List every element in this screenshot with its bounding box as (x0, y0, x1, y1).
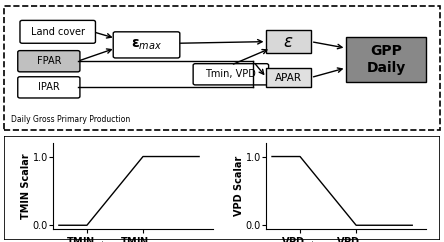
FancyBboxPatch shape (113, 32, 180, 58)
Text: Land cover: Land cover (31, 27, 85, 37)
FancyBboxPatch shape (193, 64, 269, 85)
Bar (266, 68, 311, 87)
Bar (266, 30, 311, 53)
Text: FPAR: FPAR (36, 56, 61, 66)
Text: $\varepsilon$: $\varepsilon$ (283, 33, 294, 51)
Bar (346, 37, 426, 83)
Text: Tmin, VPD: Tmin, VPD (206, 69, 256, 79)
Y-axis label: VPD Scalar: VPD Scalar (234, 156, 244, 216)
FancyBboxPatch shape (18, 77, 80, 98)
FancyBboxPatch shape (20, 20, 95, 43)
FancyBboxPatch shape (18, 51, 80, 72)
Text: $\mathbf{\varepsilon}_{max}$: $\mathbf{\varepsilon}_{max}$ (131, 38, 162, 52)
Text: GPP
Daily: GPP Daily (367, 45, 406, 75)
Y-axis label: TMIN Scalar: TMIN Scalar (21, 153, 31, 219)
Text: IPAR: IPAR (38, 82, 59, 92)
Text: Daily Gross Primary Production: Daily Gross Primary Production (11, 115, 131, 124)
Text: APAR: APAR (275, 73, 302, 83)
